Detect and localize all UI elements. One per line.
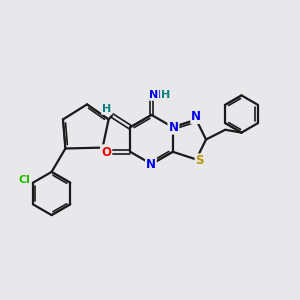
Text: O: O	[101, 145, 111, 158]
Text: O: O	[101, 146, 111, 159]
Text: NH: NH	[149, 90, 167, 100]
Text: S: S	[196, 154, 204, 167]
Text: H: H	[102, 104, 111, 114]
Text: N: N	[191, 110, 201, 123]
Text: N: N	[146, 158, 156, 171]
Text: H: H	[161, 90, 170, 100]
Text: N: N	[168, 121, 178, 134]
Text: Cl: Cl	[19, 175, 30, 185]
